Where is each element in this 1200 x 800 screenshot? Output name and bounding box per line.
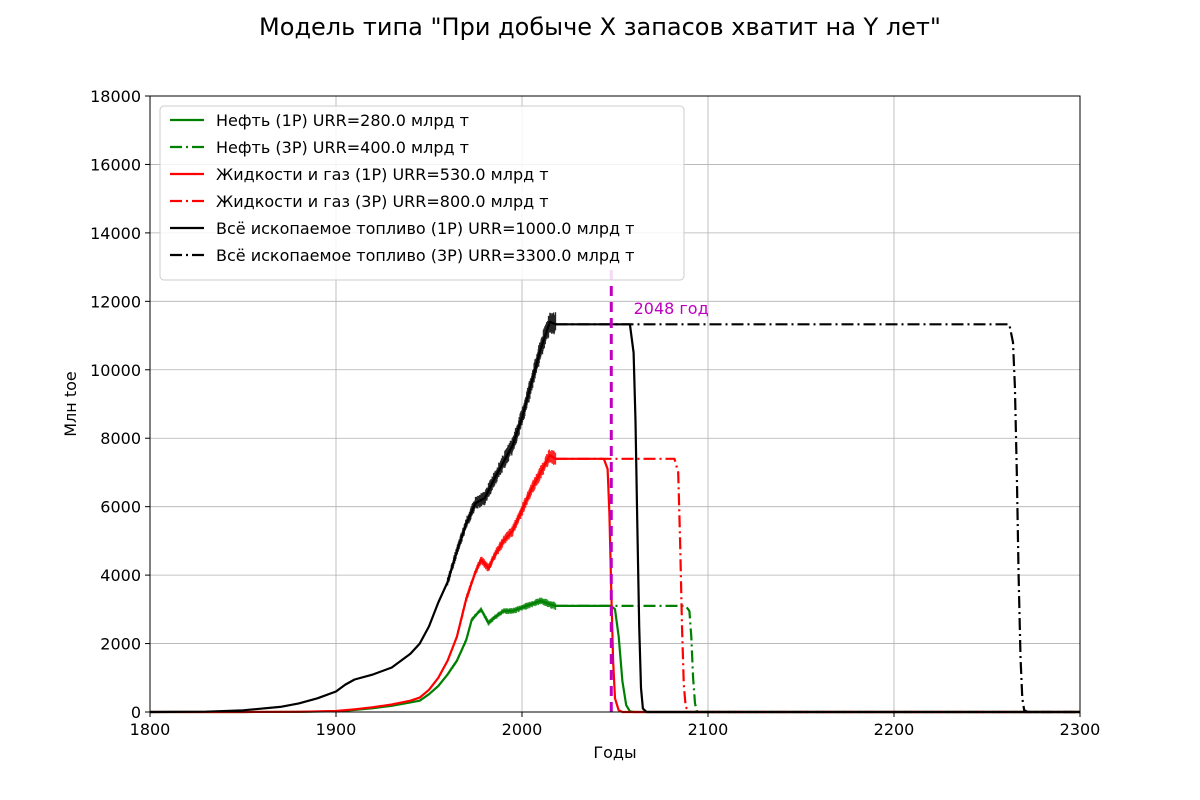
y-tick-label: 18000: [90, 87, 141, 106]
y-tick-label: 0: [131, 703, 141, 722]
y-tick-label: 4000: [100, 566, 141, 585]
plot-area: [149, 267, 1080, 714]
legend-entry: Нефть (3P) URR=400.0 млрд т: [216, 138, 469, 157]
series-line-5: [555, 323, 1080, 714]
series-line-1: [555, 604, 1080, 714]
x-tick-label: 1800: [130, 720, 171, 739]
x-axis-label: Годы: [593, 743, 636, 762]
series-line-4: [149, 320, 1080, 714]
chart-title: Модель типа "При добыче X запасов хватит…: [259, 13, 941, 41]
legend: Нефть (1P) URR=280.0 млрд т Нефть (3P) UR…: [159, 105, 685, 281]
legend-entry: Всё ископаемое топливо (1P) URR=1000.0 м…: [216, 219, 635, 238]
legend-entry: Жидкости и газ (1P) URR=530.0 млрд т: [216, 165, 549, 184]
y-axis: 0 2000 4000 6000 8000 10000 12000 14000 16000 180…: [90, 87, 150, 722]
plot-frame: [149, 95, 1081, 713]
series-line-3: [555, 457, 1080, 714]
legend-entry: Всё ископаемое топливо (3P) URR=3300.0 м…: [216, 246, 635, 265]
x-axis: 1800 1900 2000 2100 2200 2300: [130, 712, 1101, 739]
legend-entry: Жидкости и газ (3P) URR=800.0 млрд т: [216, 192, 549, 211]
y-tick-label: 2000: [100, 635, 141, 654]
legend-entry: Нефть (1P) URR=280.0 млрд т: [216, 111, 469, 130]
y-tick-label: 12000: [90, 292, 141, 311]
y-tick-label: 8000: [100, 429, 141, 448]
y-tick-label: 6000: [100, 498, 141, 517]
annotation-2048: 2048 год: [634, 299, 709, 318]
y-axis-label: Млн toe: [61, 371, 80, 436]
y-tick-label: 14000: [90, 224, 141, 243]
y-tick-label: 10000: [90, 361, 141, 380]
x-tick-label: 2000: [502, 720, 543, 739]
y-tick-label: 16000: [90, 155, 141, 174]
x-tick-label: 1900: [316, 720, 357, 739]
series-line-2: [150, 454, 1080, 714]
x-tick-label: 2100: [688, 720, 729, 739]
x-tick-label: 2200: [874, 720, 915, 739]
legend-box: [159, 105, 685, 281]
x-tick-label: 2300: [1060, 720, 1101, 739]
